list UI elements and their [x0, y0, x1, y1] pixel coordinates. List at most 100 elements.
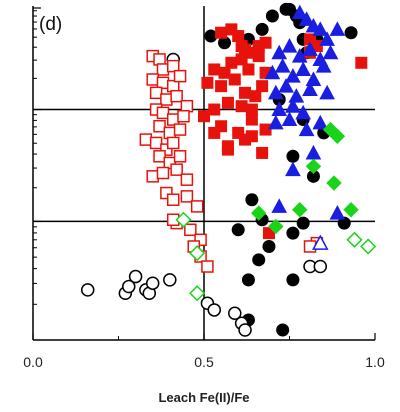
filled-square-point: [259, 123, 272, 136]
open-square-point: [160, 186, 173, 200]
open-square-point: [153, 150, 166, 163]
filled-square-point: [225, 56, 238, 69]
open-square-point: [156, 166, 170, 180]
filled-circle-point: [276, 323, 290, 337]
open-square-point: [146, 170, 159, 183]
open-square-point: [156, 106, 170, 120]
open-square-point: [173, 69, 187, 83]
open-square-point: [160, 143, 173, 156]
open-square-point: [201, 260, 214, 273]
filled-square-point: [228, 73, 241, 86]
x-tick-label: 0.5: [194, 354, 214, 370]
filled-square-point: [355, 56, 368, 69]
filled-square-point: [256, 80, 269, 93]
filled-triangle-point: [302, 41, 318, 56]
open-square-point: [160, 93, 173, 106]
filled-circle-point: [337, 216, 351, 230]
filled-square-point: [232, 126, 245, 139]
filled-square-point: [262, 227, 275, 240]
filled-square-point: [239, 86, 252, 99]
filled-square-point: [208, 103, 221, 116]
open-square-point: [184, 223, 197, 237]
filled-square-point: [218, 66, 231, 79]
filled-triangle-point: [298, 121, 315, 137]
open-square-point: [166, 193, 180, 206]
filled-triangle-point: [274, 58, 291, 73]
open-square-point: [180, 190, 194, 203]
filled-square-point: [225, 23, 238, 36]
filled-triangle-point: [312, 21, 329, 36]
filled-circle-point: [286, 149, 300, 163]
filled-square-point: [249, 90, 262, 103]
open-square-point: [149, 86, 163, 100]
filled-triangle-point: [278, 78, 294, 93]
filled-diamond-point: [292, 202, 308, 218]
open-square-point: [166, 59, 180, 73]
x-tick-labels: 0.0 0.5 1.0: [23, 354, 385, 370]
filled-triangle-point: [267, 114, 284, 130]
filled-square-point: [215, 26, 228, 39]
open-diamond-point: [360, 238, 377, 255]
filled-triangle-point: [291, 4, 308, 20]
filled-triangle-point: [329, 21, 346, 36]
data-points: [80, 2, 377, 337]
open-diamond-point: [346, 231, 363, 248]
filled-square-point: [221, 140, 234, 153]
filled-square-point: [235, 100, 248, 113]
filled-diamond-point: [305, 158, 322, 175]
filled-circle-point: [344, 26, 358, 40]
open-circle-point: [128, 269, 143, 284]
open-square-point: [173, 123, 187, 136]
open-square-point: [170, 89, 183, 103]
filled-square-point: [256, 146, 269, 159]
open-triangle-point: [312, 234, 329, 250]
filled-triangle-point: [319, 31, 335, 46]
open-circle-point: [313, 259, 328, 274]
filled-square-point: [259, 36, 272, 49]
open-circle-point: [145, 276, 160, 290]
filled-triangle-point: [322, 44, 339, 60]
filled-triangle-point: [281, 38, 298, 53]
open-circle-point: [122, 279, 136, 294]
filled-triangle-point: [298, 11, 315, 26]
open-circle-point: [228, 306, 242, 321]
filled-diamond-point: [343, 202, 359, 218]
filled-triangle-point: [319, 84, 335, 100]
open-circle-point: [207, 303, 222, 317]
filled-square-point: [215, 80, 228, 93]
open-square-point: [146, 73, 159, 86]
filled-circle-point: [252, 253, 266, 267]
open-square-point: [194, 233, 207, 247]
filled-circle-point: [204, 29, 218, 43]
filled-triangle-point: [329, 205, 346, 220]
gridlines: [33, 6, 375, 340]
panel-label: (d): [39, 14, 62, 35]
open-square-point: [177, 109, 190, 123]
filled-square-point: [242, 63, 255, 76]
open-square-point: [156, 63, 170, 76]
open-diamond-point: [175, 211, 192, 228]
open-square-point: [139, 133, 153, 146]
filled-diamond-point: [251, 205, 267, 221]
filled-square-point: [201, 76, 214, 89]
filled-triangle-point: [285, 98, 301, 113]
filled-triangle-point: [315, 58, 332, 73]
filled-circle-point: [296, 216, 310, 230]
open-square-point: [180, 173, 194, 186]
filled-square-point: [215, 120, 228, 133]
open-diamond-point: [189, 285, 206, 302]
filled-diamond-point: [329, 128, 346, 144]
filled-square-point: [235, 53, 248, 66]
open-circle-point: [238, 323, 252, 337]
filled-diamond-point: [326, 175, 342, 191]
filled-square-point: [208, 126, 221, 139]
tick-marks: [32, 7, 376, 340]
open-square-point: [153, 119, 166, 133]
filled-circle-point: [286, 226, 300, 240]
filled-square-point: [208, 63, 221, 76]
filled-circle-point: [255, 22, 269, 36]
filled-triangle-point: [295, 61, 312, 76]
filled-triangle-point: [281, 111, 298, 127]
filled-triangle-point: [295, 104, 312, 120]
